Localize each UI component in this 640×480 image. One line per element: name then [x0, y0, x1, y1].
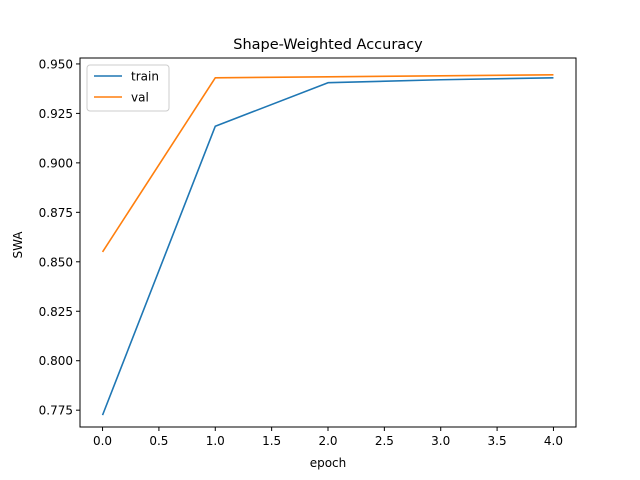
chart-title: Shape-Weighted Accuracy: [233, 37, 423, 53]
x-tick-label: 4.0: [544, 434, 563, 448]
plot-frame: [79, 57, 577, 428]
y-tick-label: 0.775: [39, 404, 73, 418]
y-tick-label: 0.925: [39, 107, 73, 121]
axis-ticks: 0.0 0.5 1.0 1.5 2.0 2.5 3.0 3.5 4.0 0.775 0.800 0.8…: [39, 57, 563, 448]
y-tick-label: 0.875: [39, 206, 73, 220]
y-tick-label: 0.850: [39, 255, 73, 269]
x-tick-label: 0.0: [93, 434, 112, 448]
x-tick-label: 1.5: [262, 434, 281, 448]
x-tick-label: 3.5: [488, 434, 507, 448]
legend-label-train: train: [131, 70, 159, 84]
x-tick-label: 1.0: [206, 434, 225, 448]
y-tick-label: 0.800: [39, 354, 73, 368]
y-tick-label: 0.825: [39, 305, 73, 319]
series-line-train: [101, 76, 554, 416]
y-tick-label: 0.950: [39, 57, 73, 71]
x-tick-label: 2.0: [318, 434, 337, 448]
legend: train val: [86, 64, 170, 112]
y-axis-label: SWA: [11, 231, 25, 259]
legend-label-val: val: [131, 91, 149, 105]
x-tick-label: 2.5: [375, 434, 394, 448]
y-tick-label: 0.900: [39, 156, 73, 170]
series-line-val: [101, 74, 554, 253]
x-tick-label: 3.0: [431, 434, 450, 448]
series-lines: [101, 74, 554, 416]
x-tick-label: 0.5: [149, 434, 168, 448]
x-axis-label: epoch: [310, 456, 347, 470]
